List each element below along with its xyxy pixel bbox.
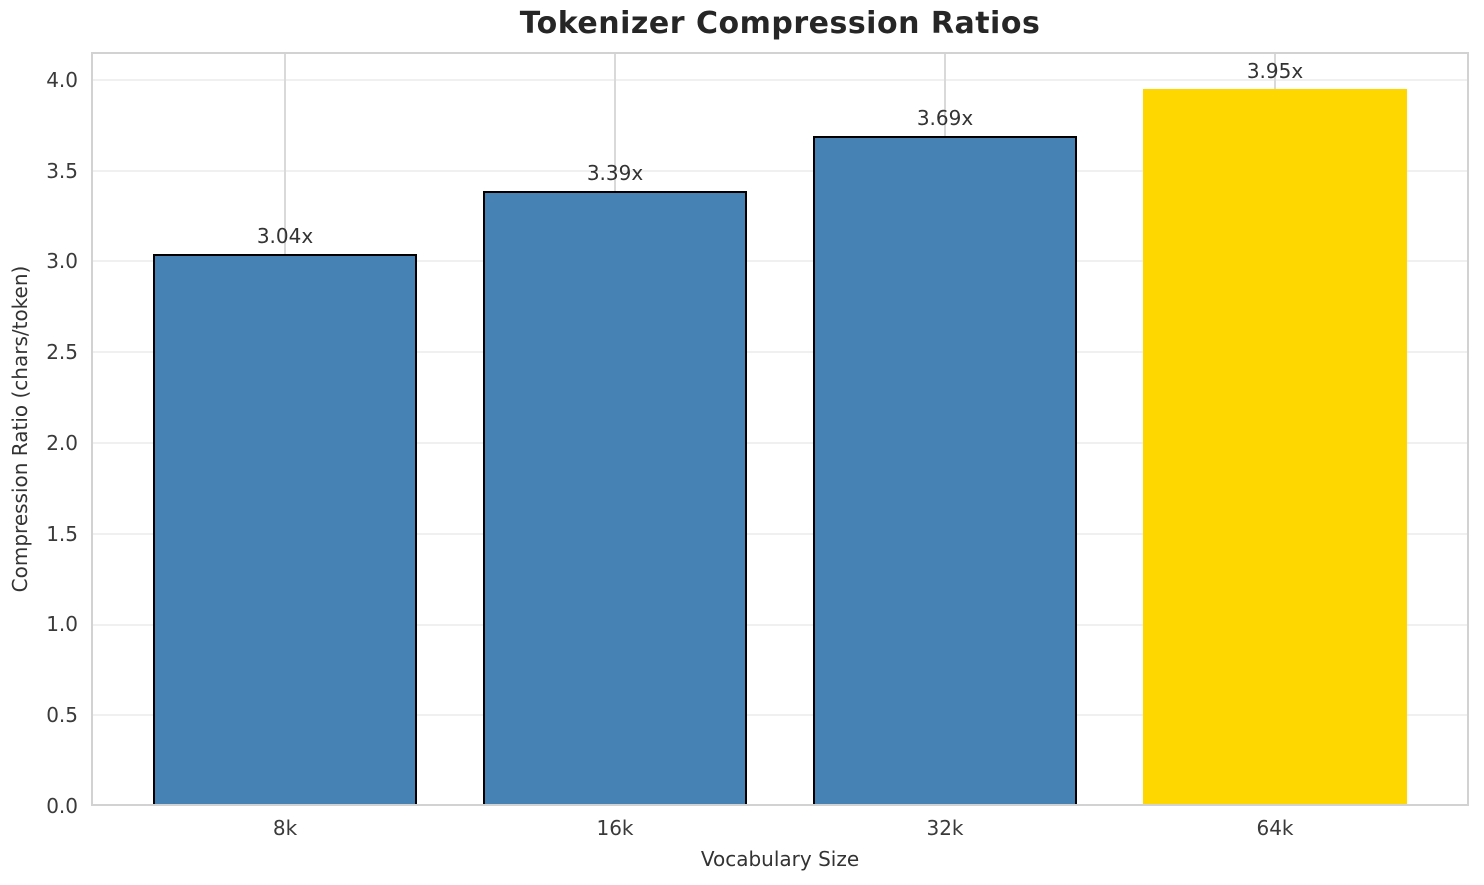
x-axis-label: Vocabulary Size [700, 847, 860, 871]
horizontal-gridline [91, 78, 1469, 81]
bar-value-label: 3.69x [916, 106, 974, 130]
bar-8k [153, 254, 417, 806]
y-tick-label: 2.5 [46, 340, 78, 365]
bar-16k [483, 191, 747, 806]
x-tick-label-16k: 16k [596, 816, 634, 840]
horizontal-gridline [91, 623, 1469, 626]
y-tick-label: 0.5 [46, 703, 78, 728]
x-tick-label-8k: 8k [272, 816, 298, 840]
y-tick-label: 3.0 [46, 249, 78, 274]
chart-title: Tokenizer Compression Ratios [519, 6, 1041, 41]
bar-32k [813, 136, 1077, 806]
y-tick-label: 2.0 [46, 430, 78, 455]
bar-64k [1143, 89, 1407, 806]
plot-area: 3.04x 3.39x 3.69x 3.95x [91, 52, 1469, 806]
horizontal-gridline [91, 441, 1469, 444]
horizontal-gridline [91, 351, 1469, 354]
y-tick-label: 1.0 [46, 612, 78, 637]
x-tick-label-32k: 32k [926, 816, 964, 840]
y-tick-label: 4.0 [46, 67, 78, 92]
y-tick-label: 0.0 [46, 794, 78, 818]
horizontal-gridline [91, 260, 1469, 263]
bar-value-label: 3.04x [256, 224, 314, 248]
horizontal-gridline [91, 169, 1469, 172]
y-tick-label: 1.5 [46, 521, 78, 546]
y-tick-label: 3.5 [46, 158, 78, 183]
horizontal-gridline [91, 714, 1469, 717]
y-axis-label-text: Compression Ratio (chars/token) [8, 265, 32, 593]
horizontal-gridline [91, 532, 1469, 535]
bar-value-label: 3.95x [1246, 59, 1304, 83]
x-tick-label-64k: 64k [1256, 816, 1294, 840]
bar-value-label: 3.39x [586, 161, 644, 185]
